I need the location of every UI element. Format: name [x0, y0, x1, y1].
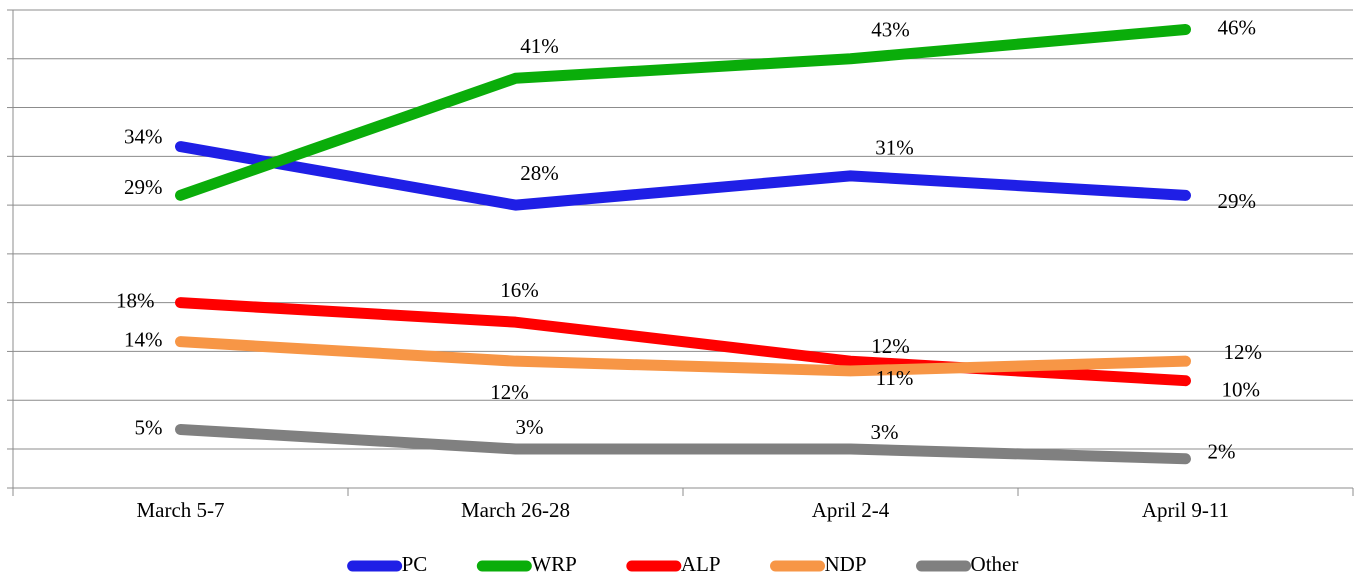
data-label: 43% [871, 18, 910, 42]
legend-label: NDP [825, 552, 867, 576]
series-line [175, 423, 1191, 465]
data-label: 46% [1218, 15, 1257, 39]
data-label: 3% [516, 415, 544, 439]
legend-label: ALP [681, 552, 721, 576]
x-tick-label: April 9-11 [1142, 498, 1229, 522]
data-label: 3% [871, 420, 899, 444]
data-label: 28% [520, 161, 559, 185]
data-label: 12% [871, 334, 910, 358]
legend-label: WRP [531, 552, 577, 576]
data-label: 10% [1222, 378, 1261, 402]
legend-label: PC [402, 552, 428, 576]
series-line [175, 141, 1191, 211]
data-label: 29% [124, 175, 163, 199]
data-label: 5% [135, 415, 163, 439]
data-label: 2% [1208, 440, 1236, 464]
series-line [175, 336, 1191, 377]
series-line [175, 24, 1191, 201]
data-label: 12% [490, 380, 529, 404]
data-label: 16% [500, 278, 539, 302]
data-label: 12% [1224, 340, 1263, 364]
legend-label: Other [971, 552, 1019, 576]
data-label: 31% [875, 136, 914, 160]
data-label: 41% [520, 34, 559, 58]
data-label: 34% [124, 124, 163, 148]
x-tick-label: March 5-7 [136, 498, 224, 522]
data-label: 29% [1218, 189, 1257, 213]
data-label: 18% [116, 288, 155, 312]
data-label: 11% [876, 366, 914, 390]
x-tick-label: April 2-4 [812, 498, 890, 522]
data-label: 14% [124, 327, 163, 351]
x-tick-label: March 26-28 [461, 498, 570, 522]
